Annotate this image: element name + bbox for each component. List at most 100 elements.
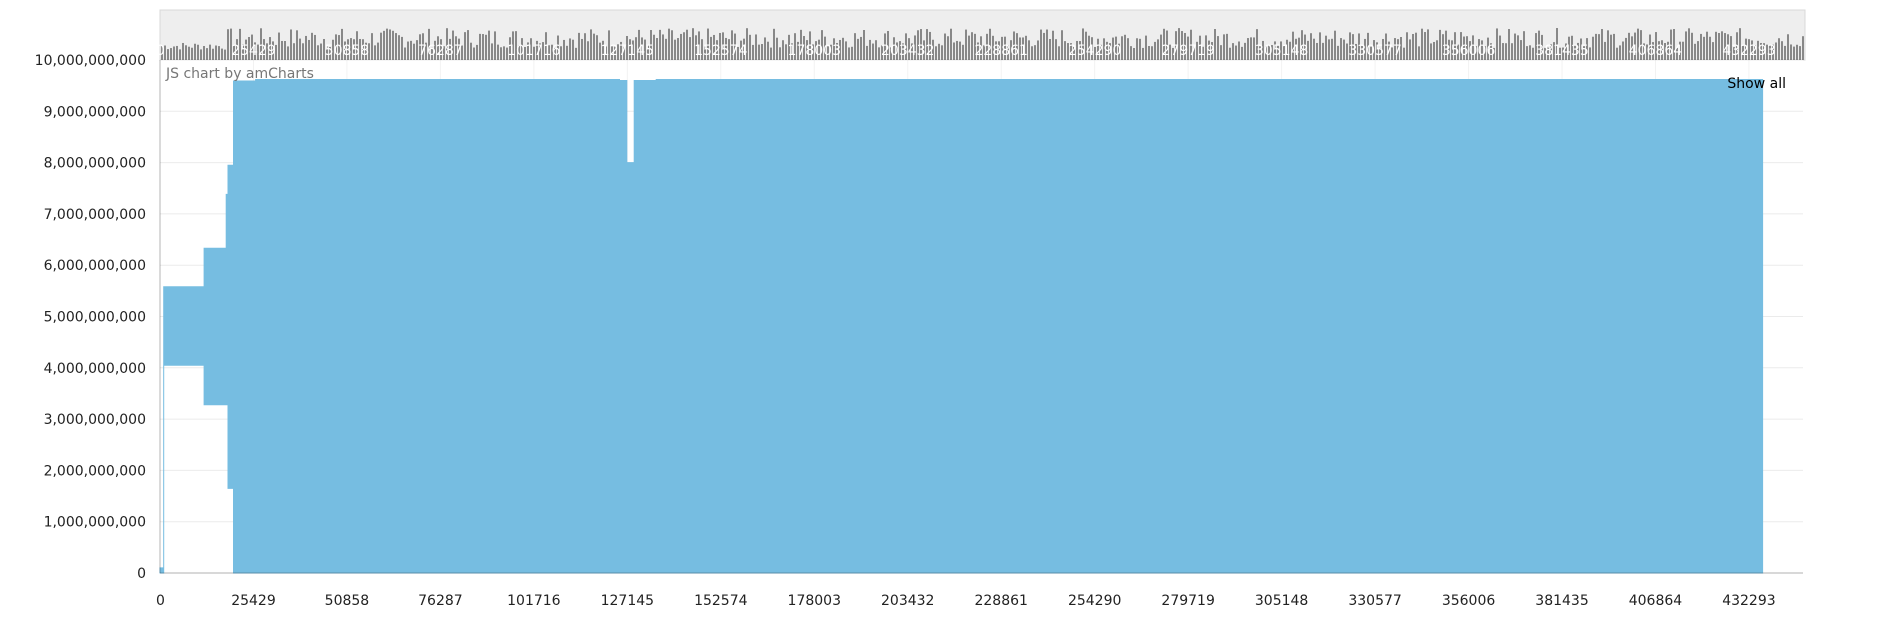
scrollbar-bar [1274,41,1276,60]
scrollbar-bar [533,46,535,60]
scrollbar-bar [1424,32,1426,60]
scrollbar-bar [1691,32,1693,60]
scrollbar-bar [1658,41,1660,60]
scrollbar-bar [1802,36,1804,60]
scrollbar-bar [1721,31,1723,60]
scrollbar-bar [950,28,952,60]
scrollbar-bar [263,39,265,60]
scrollbar-bar [284,40,286,60]
scrollbar-bar [821,30,823,60]
x-tick-label-2: 50858 [325,593,370,609]
scrollbar-bar [878,47,880,60]
scrollbar-bar [1601,29,1603,60]
scrollbar-bar [1793,46,1795,60]
scrollbar-label-5: 127145 [601,43,654,59]
scrollbar-bar [194,43,196,60]
scrollbar-bar [1754,45,1756,60]
scrollbar-bar [887,30,889,60]
scrollbar-bar [1181,31,1183,60]
scrollbar-bar [431,47,433,60]
scrollbar-bar [1163,28,1165,60]
scrollbar-bar [1481,40,1483,60]
scrollbar-bar [1703,36,1705,60]
scrollbar-bar [1334,30,1336,60]
scrollbar-bar [1439,29,1441,60]
scrollbar-bar [1640,30,1642,60]
scrollbar-bar [365,42,367,60]
scrollbar-bar [503,46,505,60]
scrollbar-bar [833,38,835,60]
scrollbar-bar [1787,34,1789,60]
scrollbar-bar [1529,45,1531,60]
scrollbar-bar [749,34,751,60]
show-all-button[interactable]: Show all [1727,76,1786,92]
scrollbar-bar [248,36,250,60]
scrollbar-bar [1208,40,1210,60]
scrollbar-bar [1427,29,1429,60]
scrollbar-label-1: 25429 [231,43,276,59]
scrollbar-bar [1514,33,1516,60]
scrollbar-bar [191,47,193,60]
scrollbar-bar [1406,32,1408,60]
scrollbar-bar [1589,47,1591,60]
scrollbar-bar [977,42,979,60]
scrollbar-bar [1268,45,1270,60]
scrollbar-bar [200,49,202,60]
y-tick-label-8: 8,000,000,000 [44,156,146,172]
scrollbar-bar [1286,39,1288,60]
scrollbar-bar [344,41,346,60]
scrollbar-bar [1448,39,1450,60]
scrollbar-bar [1382,38,1384,60]
scrollbar-bar [413,43,415,60]
scrollbar-bar [167,49,169,60]
scrollbar-bar [281,40,283,60]
scrollbar-bar [1763,43,1765,60]
scrollbar-bar [341,28,343,60]
scrollbar-bar [941,45,943,60]
series-area-0[interactable] [159,79,1764,574]
plot-area [159,59,1803,574]
scrollbar-bar [1226,33,1228,60]
scrollbar-bar [314,34,316,60]
scrollbar-bar [923,40,925,60]
x-tick-label-3: 76287 [418,593,463,609]
scrollbar-bar [362,39,364,60]
scrollbar-bar [305,35,307,60]
scrollbar-bar [1502,43,1504,60]
x-tick-label-1: 25429 [231,593,276,609]
scrollbar-bar [1748,39,1750,60]
x-tick-label-11: 279719 [1161,593,1214,609]
scrollbar-bar [743,38,745,60]
scrollbar-bar [566,45,568,60]
scrollbar-bar [1409,39,1411,60]
scrollbar-bar [809,31,811,60]
scrollbar-bar [1127,38,1129,60]
scrollbar-bar [290,29,292,60]
scrollbar-bar [1712,42,1714,60]
scrollbar-bar [1079,41,1081,60]
scrollbar-bar [1103,38,1105,60]
scrollbar-bar [1211,42,1213,60]
scrollbar-bar [1112,37,1114,60]
scrollbar-bar [731,30,733,60]
scrollbar-bar [875,40,877,60]
scrollbar-bar [605,46,607,60]
scrollbar-bar [296,30,298,60]
scrollbar-bar [491,43,493,60]
scrollbar-bar [218,46,220,60]
scrollbar-bar [1130,46,1132,60]
scrollbar-bar [1718,32,1720,60]
scrollbar-bar [956,40,958,60]
amcharts-credit[interactable]: JS chart by amCharts [165,66,314,82]
chart-scrollbar[interactable]: 0 25429 50858 76287 101716 127145 152574 178003… [156,9,1806,61]
scrollbar-bar [1280,41,1282,60]
scrollbar-bar [761,43,763,60]
x-tick-label-15: 381435 [1535,593,1588,609]
scrollbar-bar [929,31,931,60]
scrollbar-bar [1580,38,1582,60]
scrollbar-bar [698,31,700,60]
scrollbar-bar [1508,29,1510,60]
scrollbar-bar [1016,33,1018,60]
scrollbar-bar [395,33,397,60]
x-tick-label-6: 152574 [694,593,748,609]
